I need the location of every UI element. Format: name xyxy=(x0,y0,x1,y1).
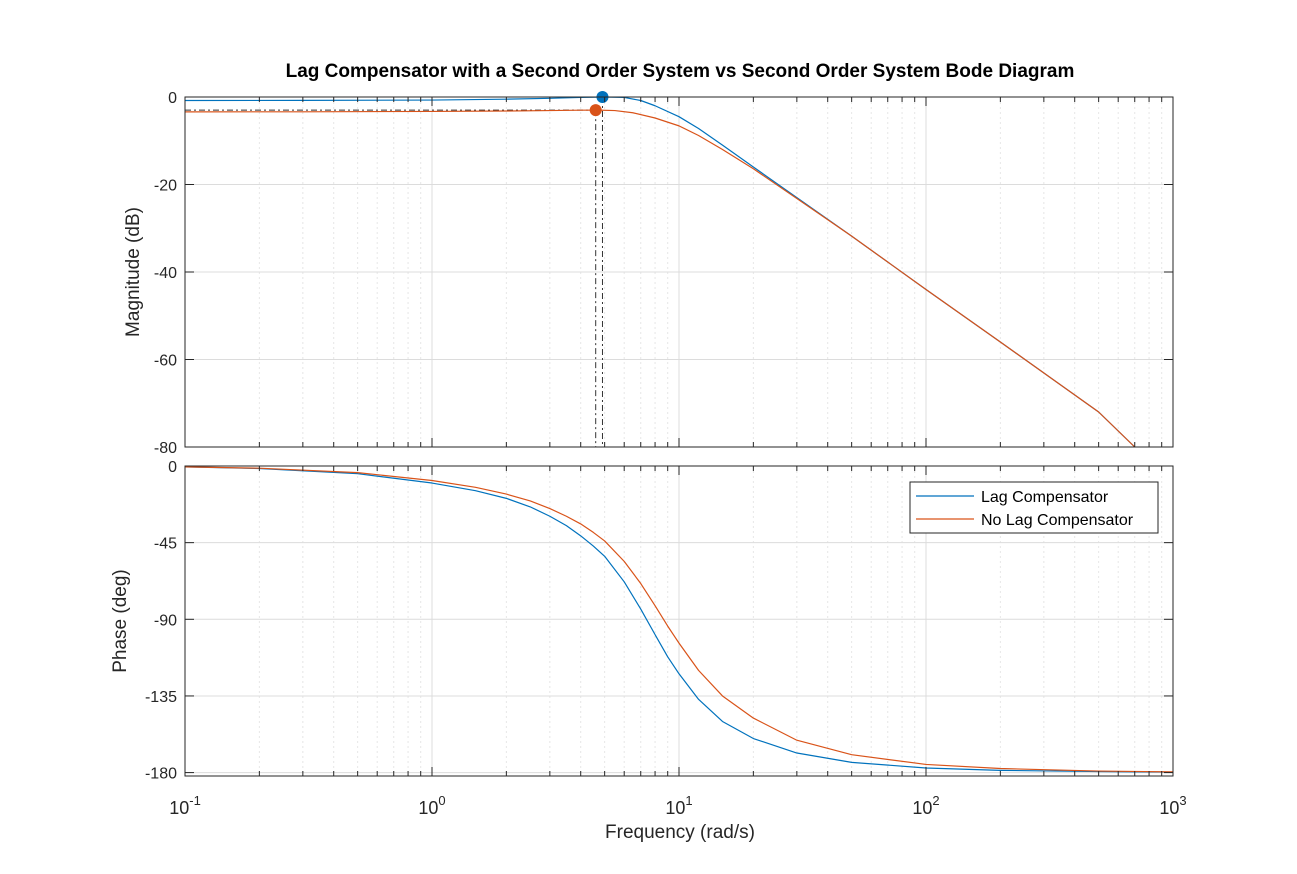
y-tick-label: -90 xyxy=(154,612,177,629)
series-line xyxy=(184,466,1174,773)
y-tick-label: -45 xyxy=(154,536,177,553)
legend-label-lag: Lag Compensator xyxy=(981,489,1109,506)
series-line xyxy=(184,466,1174,773)
x-axis-label: Frequency (rad/s) xyxy=(605,822,755,843)
legend[interactable]: Lag Compensator No Lag Compensator xyxy=(909,481,1159,534)
x-tick-label: 100 xyxy=(418,793,445,818)
x-tick-label: 103 xyxy=(1159,793,1186,818)
x-tick-label: 102 xyxy=(912,793,939,818)
magnitude-panel: 0 -20 -40 -60 -80 Magnitude (dB) xyxy=(123,90,1174,457)
y-tick-label: -135 xyxy=(145,689,177,706)
y-tick-label: 0 xyxy=(168,90,177,107)
phase-panel: 0 -45 -90 -135 -180 Phase (deg) Lag Compensa… xyxy=(110,459,1174,783)
y-tick-label: -80 xyxy=(154,440,177,457)
legend-box xyxy=(909,481,1159,534)
series-line xyxy=(184,109,1136,448)
y-tick-label: -20 xyxy=(154,178,177,195)
magnitude-ticks: 0 -20 -40 -60 -80 xyxy=(154,90,1173,457)
x-tick-label: 10-1 xyxy=(169,793,201,818)
chart-title: Lag Compensator with a Second Order Syst… xyxy=(286,61,1075,82)
magnitude-series xyxy=(184,96,1136,448)
peak-marker[interactable] xyxy=(589,104,602,117)
phase-ylabel: Phase (deg) xyxy=(110,569,131,673)
legend-label-nolag: No Lag Compensator xyxy=(981,512,1134,529)
x-tick-labels: 10-1 100 101 102 103 xyxy=(169,793,1186,818)
phase-ticks: 0 -45 -90 -135 -180 xyxy=(145,459,1173,783)
y-tick-label: -60 xyxy=(154,353,177,370)
magnitude-ylabel: Magnitude (dB) xyxy=(123,207,144,337)
y-tick-label: -40 xyxy=(154,265,177,282)
phase-series xyxy=(184,466,1174,773)
y-tick-label: -180 xyxy=(145,766,177,783)
x-tick-label: 101 xyxy=(665,793,692,818)
y-tick-label: 0 xyxy=(168,459,177,476)
